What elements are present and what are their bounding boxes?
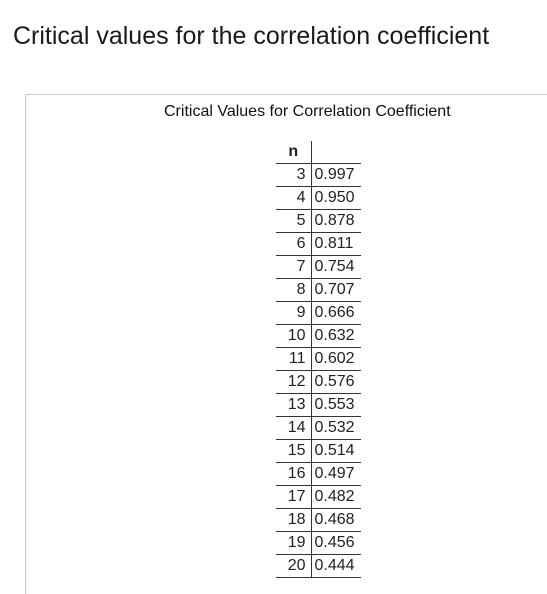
table-row: 15 0.514 <box>276 439 361 463</box>
table-row: 13 0.553 <box>276 393 361 417</box>
cell-critical-value: 0.997 <box>311 163 361 187</box>
cell-critical-value: 0.754 <box>311 255 361 279</box>
cell-critical-value: 0.532 <box>311 416 361 440</box>
cell-n: 8 <box>276 278 312 302</box>
cell-n: 20 <box>276 554 312 578</box>
table-row: 17 0.482 <box>276 485 361 509</box>
cell-critical-value: 0.444 <box>311 554 361 578</box>
table-panel: Critical Values for Correlation Coeffici… <box>25 94 547 594</box>
table-row: 3 0.997 <box>276 163 361 187</box>
table-body: 3 0.997 4 0.950 5 0.878 6 0.811 7 0.754 8 0.707 9 0.6… <box>276 163 361 578</box>
cell-critical-value: 0.602 <box>311 347 361 371</box>
header-n: n <box>276 141 312 164</box>
cell-n: 14 <box>276 416 312 440</box>
cell-n: 7 <box>276 255 312 279</box>
cell-critical-value: 0.576 <box>311 370 361 394</box>
table-header-row: n <box>276 141 361 164</box>
cell-n: 3 <box>276 163 312 187</box>
cell-critical-value: 0.811 <box>311 232 361 256</box>
cell-n: 19 <box>276 531 312 555</box>
cell-n: 11 <box>276 347 312 371</box>
cell-critical-value: 0.632 <box>311 324 361 348</box>
page-title: Critical values for the correlation coef… <box>13 22 490 50</box>
table-row: 11 0.602 <box>276 347 361 371</box>
cell-critical-value: 0.553 <box>311 393 361 417</box>
cell-n: 5 <box>276 209 312 233</box>
table-row: 18 0.468 <box>276 508 361 532</box>
table-row: 20 0.444 <box>276 554 361 578</box>
cell-critical-value: 0.497 <box>311 462 361 486</box>
cell-n: 15 <box>276 439 312 463</box>
table-row: 16 0.497 <box>276 462 361 486</box>
cell-n: 17 <box>276 485 312 509</box>
table-row: 19 0.456 <box>276 531 361 555</box>
table-row: 4 0.950 <box>276 186 361 210</box>
cell-critical-value: 0.456 <box>311 531 361 555</box>
cell-critical-value: 0.878 <box>311 209 361 233</box>
cell-critical-value: 0.468 <box>311 508 361 532</box>
cell-n: 9 <box>276 301 312 325</box>
cell-critical-value: 0.482 <box>311 485 361 509</box>
header-value <box>311 141 361 164</box>
table-row: 14 0.532 <box>276 416 361 440</box>
table-row: 7 0.754 <box>276 255 361 279</box>
table-row: 9 0.666 <box>276 301 361 325</box>
table-row: 5 0.878 <box>276 209 361 233</box>
cell-n: 6 <box>276 232 312 256</box>
cell-critical-value: 0.514 <box>311 439 361 463</box>
table-row: 8 0.707 <box>276 278 361 302</box>
cell-n: 18 <box>276 508 312 532</box>
cell-n: 4 <box>276 186 312 210</box>
cell-critical-value: 0.950 <box>311 186 361 210</box>
table-row: 6 0.811 <box>276 232 361 256</box>
cell-n: 10 <box>276 324 312 348</box>
table-caption: Critical Values for Correlation Coeffici… <box>164 103 451 120</box>
cell-critical-value: 0.707 <box>311 278 361 302</box>
cell-n: 13 <box>276 393 312 417</box>
critical-values-table: n 3 0.997 4 0.950 5 0.878 6 0.811 7 0.754 8 0.707 9 0… <box>276 141 361 578</box>
table-row: 10 0.632 <box>276 324 361 348</box>
cell-n: 12 <box>276 370 312 394</box>
cell-n: 16 <box>276 462 312 486</box>
table-row: 12 0.576 <box>276 370 361 394</box>
cell-critical-value: 0.666 <box>311 301 361 325</box>
